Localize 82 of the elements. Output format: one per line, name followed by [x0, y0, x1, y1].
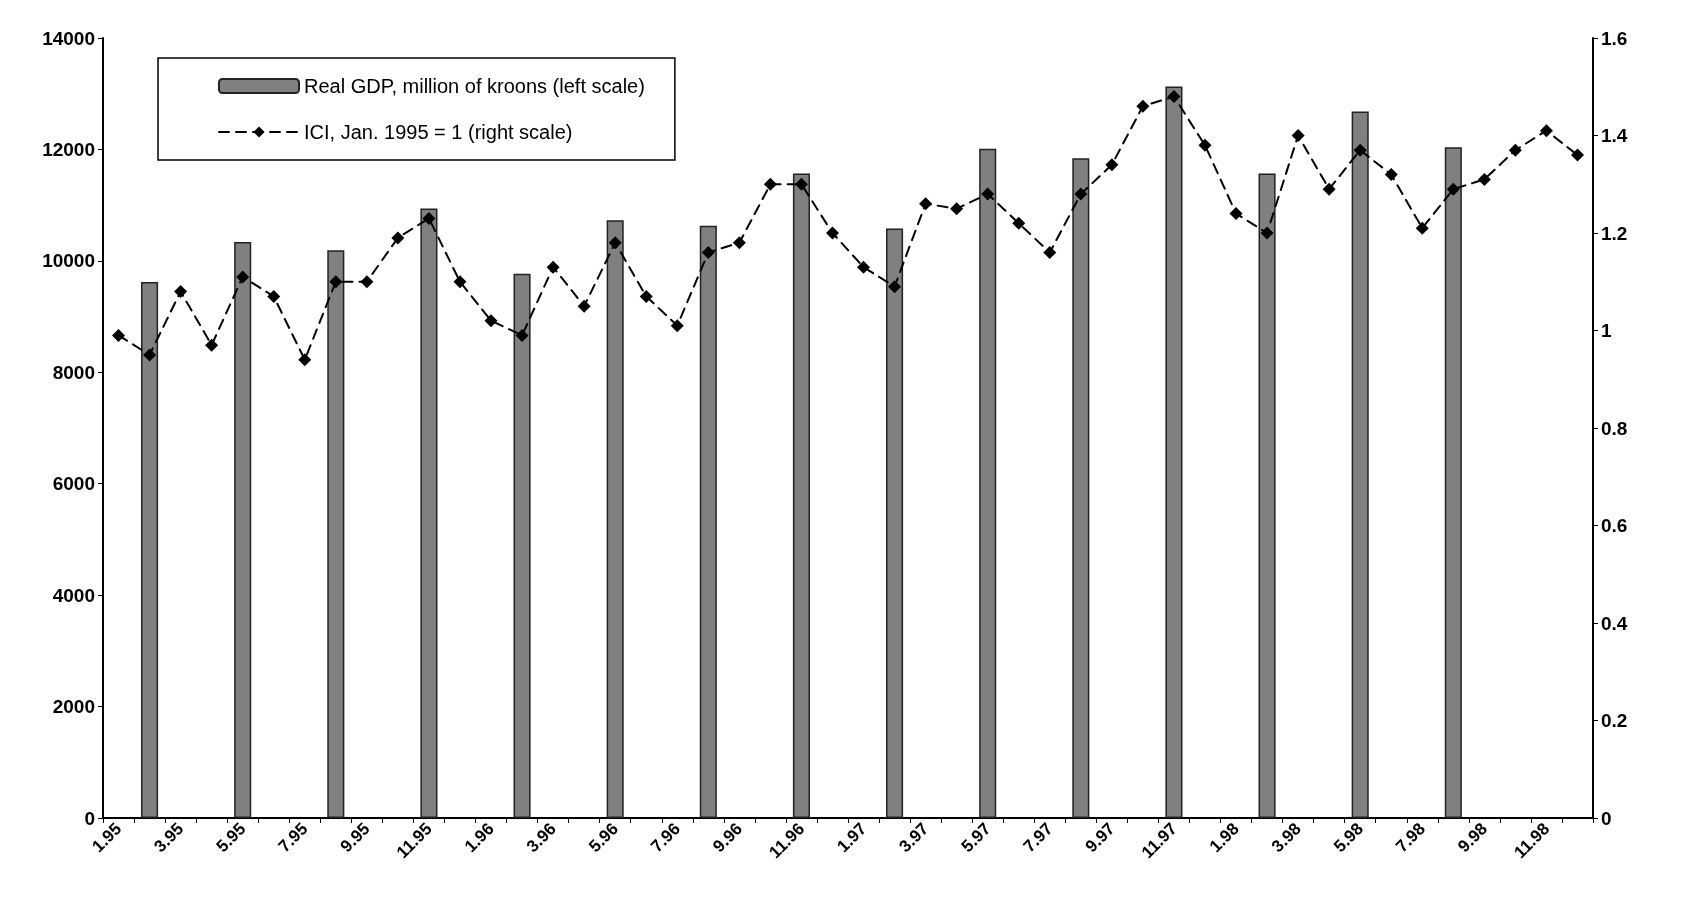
point [546, 260, 560, 274]
point [763, 177, 777, 191]
point [1012, 216, 1026, 230]
point [1260, 226, 1274, 240]
y-tick-label: 6000 [52, 473, 95, 495]
point [422, 211, 436, 225]
y-tick-label: 8000 [52, 361, 95, 383]
legend-label: Real GDP, million of kroons (left scale) [304, 75, 645, 97]
y2-tick-label: 1.2 [1601, 222, 1628, 244]
point [608, 236, 622, 250]
legend-label: ICI, Jan. 1995 = 1 (right scale) [304, 121, 573, 143]
point [1105, 158, 1119, 172]
point [857, 260, 871, 274]
point [888, 280, 902, 294]
y-tick-label: 2000 [52, 696, 95, 718]
point [1167, 90, 1181, 103]
bar [979, 148, 997, 818]
point [174, 285, 188, 298]
point [1446, 182, 1460, 196]
y2-tick-label: 0 [1601, 807, 1612, 829]
bar [513, 273, 531, 818]
y2-tick-label: 0.4 [1601, 612, 1628, 634]
point [639, 289, 653, 303]
point [1074, 187, 1088, 201]
bar [420, 208, 438, 818]
y-tick-label: 12000 [42, 138, 95, 160]
point [577, 299, 591, 313]
y-tick-label: 14000 [42, 27, 95, 49]
point [1043, 246, 1057, 259]
point [794, 177, 808, 191]
point [1477, 172, 1491, 186]
point [453, 275, 467, 289]
point [1198, 138, 1212, 152]
point [298, 353, 312, 367]
point [112, 328, 126, 342]
y2-tick-label: 0.2 [1601, 710, 1628, 731]
point [484, 314, 498, 328]
bar [1072, 158, 1090, 818]
point [391, 231, 405, 245]
y2-tick-label: 1.4 [1601, 125, 1628, 146]
point [981, 187, 995, 201]
bar [1165, 86, 1183, 818]
point [1136, 99, 1150, 113]
point [1508, 143, 1522, 157]
bar [327, 250, 345, 818]
point [670, 319, 684, 333]
y2-tick-label: 1.6 [1601, 27, 1628, 49]
point [267, 289, 281, 303]
bar [886, 228, 904, 818]
point [825, 226, 839, 240]
bar [1258, 173, 1276, 818]
point [1353, 143, 1367, 157]
point [950, 202, 964, 216]
bar [141, 282, 159, 818]
bar [606, 220, 624, 818]
bar [792, 173, 810, 818]
point [143, 348, 157, 362]
y-tick-label: 4000 [52, 584, 95, 606]
point [1570, 148, 1584, 162]
y-tick-label: 10000 [42, 250, 95, 272]
point [1415, 221, 1429, 235]
bar [234, 241, 252, 818]
point [329, 275, 343, 289]
point [919, 197, 933, 211]
point [515, 328, 529, 342]
point [1384, 168, 1398, 181]
point [205, 338, 219, 352]
bar [1444, 147, 1462, 818]
y2-tick-label: 1 [1601, 320, 1612, 341]
point [1322, 182, 1336, 196]
y2-tick-label: 0.6 [1601, 515, 1628, 536]
point [701, 246, 715, 259]
point [1229, 207, 1243, 220]
y2-tick-label: 0.8 [1601, 417, 1628, 439]
point [732, 236, 746, 250]
bar [699, 225, 717, 818]
point [1539, 124, 1553, 138]
point [1291, 129, 1305, 142]
bar [1351, 111, 1369, 818]
y-tick-label: 0 [84, 807, 95, 829]
point [360, 275, 374, 289]
point [236, 270, 250, 284]
